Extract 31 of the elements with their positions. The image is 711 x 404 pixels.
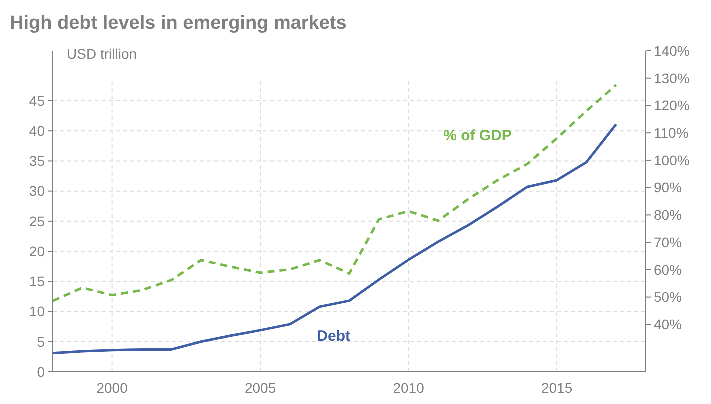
x-tick-label: 2010: [393, 380, 425, 396]
y2-tick-label: 110%: [654, 124, 689, 141]
y-axis-title: USD trillion: [67, 46, 138, 62]
y2-tick-label: 90%: [654, 180, 682, 196]
y2-tick-label: 140%: [654, 42, 690, 59]
x-tick-label: 2015: [541, 380, 573, 396]
y-tick-label: 0: [37, 364, 46, 380]
y-tick-label: 40: [29, 123, 46, 139]
chart-title: High debt levels in emerging markets: [10, 13, 347, 34]
y-tick-label: 20: [29, 243, 46, 260]
y-tick-label: 10: [29, 304, 46, 320]
y-tick-label: 30: [29, 183, 46, 200]
y2-tick-label: 130%: [654, 70, 690, 86]
y2-tick-label: 40%: [654, 316, 682, 333]
y2-tick-label: 100%: [654, 152, 690, 168]
x-tick-label: 2005: [244, 380, 276, 396]
y2-tick-label: 80%: [654, 207, 682, 224]
line-series: [52, 84, 618, 302]
y2-tick-label: 60%: [654, 262, 682, 278]
y-tick-label: 5: [37, 334, 46, 350]
y2-tick-label: 50%: [654, 289, 682, 306]
series-label: % of GDP: [444, 127, 512, 144]
y-tick-label: 15: [29, 274, 46, 290]
y2-tick-label: 70%: [654, 234, 682, 250]
y-tick-label: 25: [29, 213, 46, 230]
y-tick-label: 35: [29, 153, 46, 170]
line-series: [52, 123, 618, 355]
y2-tick-label: 120%: [654, 98, 690, 114]
y-tick-label: 45: [29, 92, 46, 109]
series-label: Debt: [317, 328, 351, 345]
x-tick-label: 2000: [96, 380, 128, 396]
